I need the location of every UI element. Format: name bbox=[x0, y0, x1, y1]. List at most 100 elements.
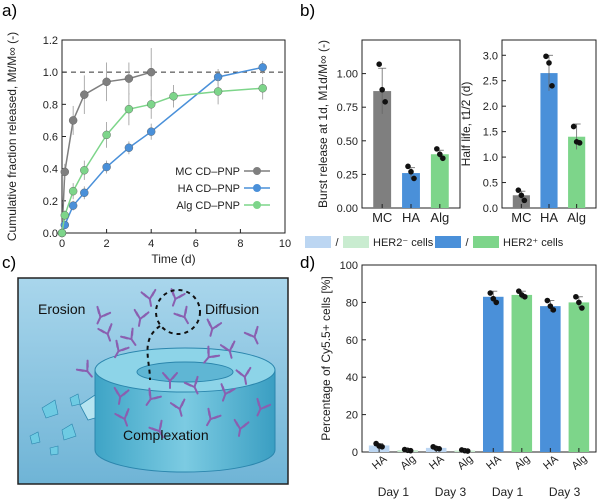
data-point bbox=[518, 192, 525, 199]
bar-group bbox=[540, 297, 561, 452]
y-axis-label: Burst release at 1d, M1d/M∞ (-) bbox=[316, 40, 330, 208]
antibody bbox=[133, 308, 150, 327]
data-point bbox=[493, 299, 500, 306]
data-point bbox=[546, 60, 552, 66]
x-tick-label: HA bbox=[370, 453, 390, 472]
data-point bbox=[579, 305, 585, 311]
label-diffusion: Diffusion bbox=[205, 301, 259, 317]
data-point bbox=[60, 211, 69, 220]
bar bbox=[540, 73, 558, 208]
x-tick-label: Alg bbox=[455, 453, 475, 472]
x-tick-label: Alg bbox=[430, 210, 449, 225]
x-axis-label: Time (d) bbox=[151, 252, 195, 266]
data-point bbox=[68, 186, 78, 196]
release-mechanism-illustration: Erosion Diffusion Complexation bbox=[17, 277, 289, 485]
data-point bbox=[576, 140, 583, 146]
plot-frame bbox=[61, 39, 286, 234]
label-complexation: Complexation bbox=[123, 427, 209, 443]
legend-marker bbox=[253, 167, 261, 175]
x-tick-label: HA bbox=[402, 210, 420, 225]
y-tick-label: 0.0 bbox=[483, 203, 498, 215]
y-tick-label: 3.0 bbox=[483, 50, 498, 62]
data-point bbox=[544, 297, 551, 304]
legend-label: HA CD–PNP bbox=[178, 183, 240, 195]
antibody bbox=[206, 407, 222, 427]
y-tick-label: 0.2 bbox=[43, 196, 58, 208]
data-point bbox=[258, 63, 267, 72]
data-point bbox=[522, 293, 528, 300]
bar bbox=[568, 136, 586, 208]
y-tick-label: 0.25 bbox=[337, 169, 358, 181]
y-tick-label: 2.5 bbox=[483, 76, 498, 88]
legend-swatch bbox=[435, 236, 461, 248]
antibody bbox=[169, 398, 186, 417]
data-point bbox=[464, 448, 471, 454]
data-point bbox=[146, 100, 156, 109]
x-tick-label: MC bbox=[372, 210, 392, 225]
antibody bbox=[220, 383, 236, 402]
y-tick-label: 40 bbox=[346, 372, 358, 384]
bar bbox=[540, 306, 561, 452]
antibody bbox=[243, 325, 259, 345]
data-point bbox=[570, 123, 577, 130]
data-point bbox=[515, 187, 522, 193]
panel-label-a: a) bbox=[2, 1, 17, 20]
data-point bbox=[516, 288, 522, 294]
data-point bbox=[382, 99, 388, 105]
data-point bbox=[405, 163, 411, 170]
series-0 bbox=[57, 48, 156, 238]
data-point bbox=[521, 197, 528, 204]
data-point bbox=[543, 53, 549, 60]
data-point bbox=[169, 92, 178, 101]
plot-frame bbox=[361, 264, 597, 453]
legend: / HER2⁻ cells / HER2⁺ cells bbox=[305, 236, 564, 249]
data-point bbox=[408, 168, 414, 175]
data-point bbox=[146, 67, 156, 77]
antibody bbox=[96, 305, 112, 325]
data-point bbox=[407, 447, 414, 454]
data-point bbox=[437, 151, 443, 158]
data-point bbox=[60, 167, 69, 177]
y-tick-label: 1.0 bbox=[43, 67, 58, 79]
antibody bbox=[173, 305, 189, 325]
x-tick-label: 0 bbox=[59, 238, 65, 250]
diffusion-circle bbox=[155, 289, 201, 335]
bar bbox=[402, 173, 420, 208]
legend-separator: / bbox=[335, 237, 339, 249]
data-point bbox=[434, 146, 440, 152]
data-point bbox=[146, 127, 156, 136]
group-label: Day 3 bbox=[549, 485, 581, 499]
bar bbox=[482, 296, 504, 452]
data-point bbox=[124, 104, 134, 114]
antibody bbox=[256, 397, 272, 417]
data-point bbox=[80, 90, 89, 99]
antibodies bbox=[75, 288, 272, 439]
bar-group bbox=[402, 163, 420, 208]
series-2 bbox=[57, 76, 267, 238]
antibody bbox=[140, 288, 157, 307]
y-tick-label: 80 bbox=[346, 297, 358, 309]
data-point bbox=[376, 61, 382, 67]
data-point bbox=[60, 220, 69, 230]
data-point bbox=[124, 74, 134, 83]
antibody bbox=[120, 327, 137, 346]
data-point bbox=[490, 295, 497, 302]
y-tick-label: 0.75 bbox=[337, 102, 358, 114]
antibody bbox=[114, 408, 130, 427]
y-tick-label: 0.6 bbox=[43, 132, 58, 144]
y-tick-label: 100 bbox=[340, 260, 358, 272]
chart-cy55-cells: 0 20 40 60 80 100 HA Alg HA Alg HA Alg HA Alg Percenta… bbox=[305, 236, 597, 499]
antibody bbox=[233, 418, 250, 437]
panel-label-b: b) bbox=[300, 1, 315, 20]
legend-swatch bbox=[473, 236, 499, 248]
data-point bbox=[258, 84, 267, 93]
y-tick-label: 1.2 bbox=[43, 35, 58, 47]
y-tick-label: 2.0 bbox=[483, 101, 498, 113]
antibody bbox=[145, 387, 162, 406]
x-tick-label: 6 bbox=[193, 238, 199, 250]
panel-label-c: c) bbox=[2, 253, 16, 272]
y-tick-label: 0.4 bbox=[43, 164, 58, 176]
group-label: Day 3 bbox=[435, 485, 467, 499]
y-tick-label: 0.0 bbox=[43, 228, 58, 240]
bar-group bbox=[568, 293, 590, 452]
